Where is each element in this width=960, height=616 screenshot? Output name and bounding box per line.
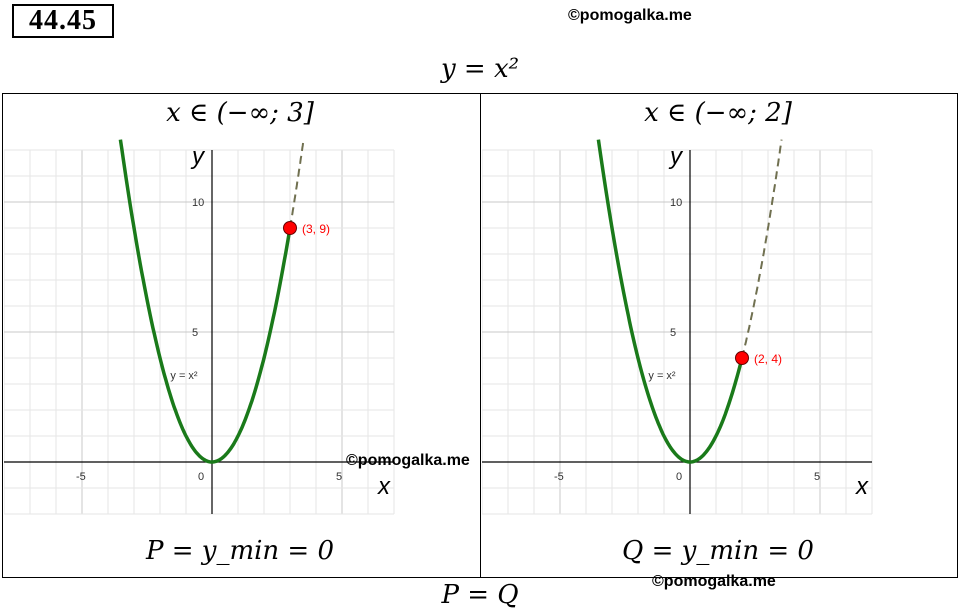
- y-axis-label: y: [190, 143, 206, 170]
- y-tick-label: 5: [192, 327, 198, 339]
- result-label-right: Q = y_min = 0: [622, 536, 814, 566]
- domain-label-left: x ∈ (−∞; 3]: [166, 98, 314, 128]
- parabola-solid: [118, 139, 292, 464]
- result-label-left: P = y_min = 0: [145, 536, 335, 566]
- endpoint-label: (2, 4): [754, 352, 782, 366]
- x-tick-label: 5: [814, 471, 820, 483]
- panels-divider: [480, 93, 481, 578]
- graph-left: -5 0 5 5 10 x y y = x² (3, 9): [4, 139, 395, 515]
- domain-label-right: x ∈ (−∞; 2]: [644, 98, 792, 128]
- parabola-dashed: [741, 139, 783, 359]
- x-tick-label: 5: [336, 471, 342, 483]
- x-tick-label: -5: [76, 471, 86, 483]
- endpoint-marker: [283, 221, 297, 235]
- y-tick-label: 10: [192, 197, 204, 209]
- x-tick-label: 0: [198, 471, 204, 483]
- x-axis-label: x: [855, 473, 869, 500]
- y-tick-label: 5: [670, 327, 676, 339]
- watermark-bottom: ©pomogalka.me: [652, 573, 776, 590]
- y-tick-label: 10: [670, 197, 682, 209]
- curve-label: y = x²: [648, 370, 676, 382]
- curve-label: y = x²: [170, 370, 198, 382]
- graph-right: -5 0 5 5 10 x y y = x² (2, 4): [482, 139, 873, 515]
- endpoint-label: (3, 9): [302, 222, 330, 236]
- y-axis-label: y: [668, 143, 684, 170]
- x-axis-label: x: [377, 473, 391, 500]
- watermark-top: ©pomogalka.me: [568, 7, 692, 24]
- endpoint-marker: [735, 351, 749, 365]
- watermark-middle: ©pomogalka.me: [346, 452, 470, 469]
- x-tick-label: 0: [676, 471, 682, 483]
- main-function: y = x²: [440, 54, 520, 84]
- task-number: 44.45: [12, 4, 114, 38]
- x-tick-label: -5: [554, 471, 564, 483]
- conclusion: P = Q: [441, 580, 519, 610]
- parabola-solid: [596, 139, 744, 464]
- parabola-dashed: [289, 139, 305, 229]
